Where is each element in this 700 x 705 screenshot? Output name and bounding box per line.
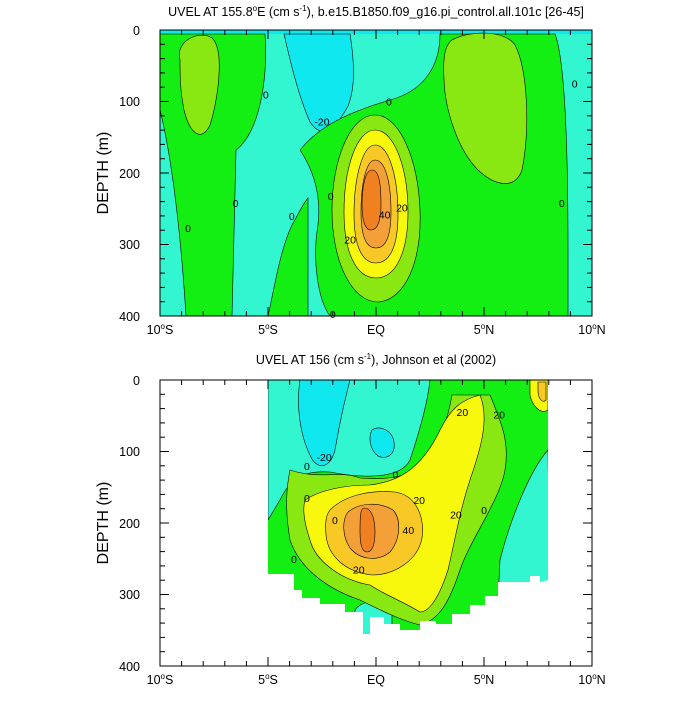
panel1-band-0-b xyxy=(267,197,309,317)
panel1-band-50 xyxy=(361,169,382,231)
panel2-xtick-10s: 10oS xyxy=(147,672,174,687)
panel1-xtick-5n: 5oN xyxy=(474,322,494,337)
contour-label: 0 xyxy=(332,515,338,527)
contour-label: 20 xyxy=(450,509,462,521)
panel2-field xyxy=(268,380,548,634)
contour-label: 0 xyxy=(328,191,334,203)
contour-label: 0 xyxy=(386,97,392,109)
panel2-band-neg20-a xyxy=(298,380,351,466)
contour-label: 20 xyxy=(457,407,469,419)
panel2-contour-labels: -20 0 0 20 20 20 20 0 0 40 20 0 0 xyxy=(291,407,505,576)
contour-label: 20 xyxy=(396,202,408,214)
panel2-title: UVEL AT 156 (cm s-1), Johnson et al (200… xyxy=(256,352,496,367)
contour-label: 0 xyxy=(559,198,565,210)
panel2-ylabel: DEPTH (m) xyxy=(95,482,112,565)
contour-label: 0 xyxy=(289,211,295,223)
panel1-ylabel: DEPTH (m) xyxy=(95,132,112,215)
panel1-ytick-0: 0 xyxy=(133,24,140,38)
panel1-xtick-eq: EQ xyxy=(367,323,385,337)
panel-model: UVEL AT 155.8oE (cm s-1), b.e15.B1850.f0… xyxy=(95,4,606,337)
panel2-band-neg20-b xyxy=(369,427,395,458)
panel1-xtick-10n: 10oN xyxy=(578,322,605,337)
contour-label: 20 xyxy=(493,409,505,421)
panel-observed: UVEL AT 156 (cm s-1), Johnson et al (200… xyxy=(95,352,606,687)
contour-label: 0 xyxy=(572,79,578,91)
contour-label: 0 xyxy=(233,198,239,210)
contour-label: 0 xyxy=(393,469,399,481)
panel2-ytick-300: 300 xyxy=(119,588,140,602)
contour-label: 0 xyxy=(291,554,297,566)
panel2-band-30-east xyxy=(537,381,547,402)
panel1-yticks: 0 100 200 300 400 xyxy=(119,24,140,324)
panel2-ytick-400: 400 xyxy=(119,660,140,674)
panel1-tick-marks xyxy=(159,29,593,317)
contour-label: 0 xyxy=(263,89,269,101)
contour-label: 20 xyxy=(413,495,425,507)
panel2-xticks: 10oS 5oS EQ 5oN 10oN xyxy=(147,672,606,687)
panel1-ytick-400: 400 xyxy=(119,310,140,324)
panel2-ytick-0: 0 xyxy=(133,374,140,388)
panel2-ytick-200: 200 xyxy=(119,517,140,531)
panel1-xticks: 10oS 5oS EQ 5oN 10oN xyxy=(147,322,606,337)
panel1-ytick-300: 300 xyxy=(119,238,140,252)
panel1-xtick-10s: 10oS xyxy=(147,322,174,337)
panel2-tick-marks xyxy=(159,379,593,667)
panel1-band-10-east xyxy=(443,32,528,184)
contour-label: 0 xyxy=(304,461,310,473)
panel2-ytick-100: 100 xyxy=(119,445,140,459)
panel2-band-50 xyxy=(359,507,376,553)
contour-label: 40 xyxy=(379,209,391,221)
panel1-xtick-5s: 5oS xyxy=(258,322,278,337)
panel1-ytick-100: 100 xyxy=(119,95,140,109)
panel1-band-10-west xyxy=(179,34,220,135)
contour-label: 0 xyxy=(304,493,310,505)
panel1-ytick-200: 200 xyxy=(119,167,140,181)
panel2-yticks: 0 100 200 300 400 xyxy=(119,374,140,674)
panel2-xtick-eq: EQ xyxy=(367,673,385,687)
contour-label: 20 xyxy=(344,234,356,246)
panel1-band-neg10-cut xyxy=(159,109,187,317)
panel2-xtick-5n: 5oN xyxy=(474,672,494,687)
contour-label: 0 xyxy=(185,223,191,235)
contour-label: -20 xyxy=(314,117,329,129)
contour-label: 20 xyxy=(353,564,365,576)
panel2-xtick-10n: 10oN xyxy=(578,672,605,687)
panel1-field xyxy=(159,30,592,317)
contour-label: 0 xyxy=(481,505,487,517)
panel2-xtick-5s: 5oS xyxy=(258,672,278,687)
contour-label: 40 xyxy=(403,525,415,537)
contour-label: -20 xyxy=(317,452,332,464)
panel1-title: UVEL AT 155.8oE (cm s-1), b.e15.B1850.f0… xyxy=(168,4,584,19)
panel2-band-neg10-east xyxy=(497,449,548,601)
